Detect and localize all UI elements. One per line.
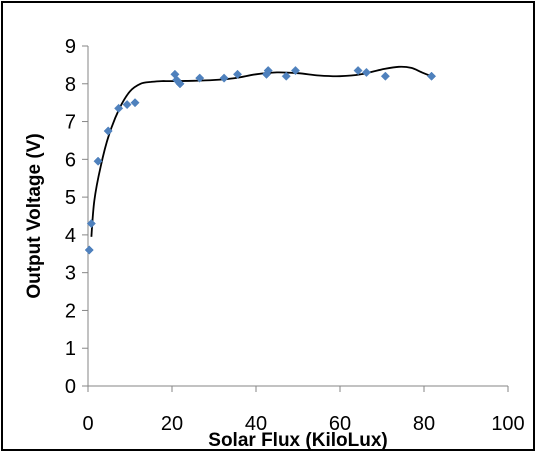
y-tick-label: 4 xyxy=(65,225,76,247)
y-tick-label: 2 xyxy=(65,300,76,322)
y-tick-label: 8 xyxy=(65,74,76,96)
y-tick-label: 0 xyxy=(65,376,76,398)
x-tick-label: 0 xyxy=(82,413,93,435)
data-point xyxy=(103,126,113,136)
data-point xyxy=(93,156,103,166)
data-point xyxy=(380,71,390,81)
trendline xyxy=(90,65,432,237)
y-tick-label: 1 xyxy=(65,338,76,360)
data-points xyxy=(84,66,437,255)
data-point xyxy=(281,71,291,81)
y-tick-label: 5 xyxy=(65,187,76,209)
x-tick-label: 20 xyxy=(161,413,183,435)
y-axis-title: Output Voltage (V) xyxy=(24,133,45,298)
data-point xyxy=(353,66,363,76)
y-tick-label: 9 xyxy=(65,36,76,58)
trendline-group xyxy=(90,65,432,237)
data-point xyxy=(232,69,243,79)
data-point xyxy=(130,98,140,108)
tick-labels: 0 20 40 60 80 100 0 1 2 3 4 5 6 7 8 9 xyxy=(65,36,525,435)
data-point xyxy=(86,219,96,229)
data-point xyxy=(195,73,205,83)
x-tick-label: 40 xyxy=(245,413,267,435)
y-tick-label: 3 xyxy=(65,263,76,285)
data-point xyxy=(263,66,273,76)
axes xyxy=(82,45,509,392)
data-point xyxy=(175,79,185,89)
data-point xyxy=(361,67,372,77)
data-point xyxy=(290,66,301,76)
x-axis-title: Solar Flux (KiloLux) xyxy=(208,430,387,451)
y-tick-label: 7 xyxy=(65,112,76,134)
x-tick-label: 80 xyxy=(413,413,435,435)
data-point xyxy=(122,100,132,110)
x-tick-label: 100 xyxy=(491,413,524,435)
data-point xyxy=(84,245,94,255)
data-point xyxy=(219,73,229,83)
x-tick-label: 60 xyxy=(329,413,351,435)
data-point xyxy=(427,71,437,81)
data-point xyxy=(114,103,124,113)
y-tick-label: 6 xyxy=(65,149,76,171)
